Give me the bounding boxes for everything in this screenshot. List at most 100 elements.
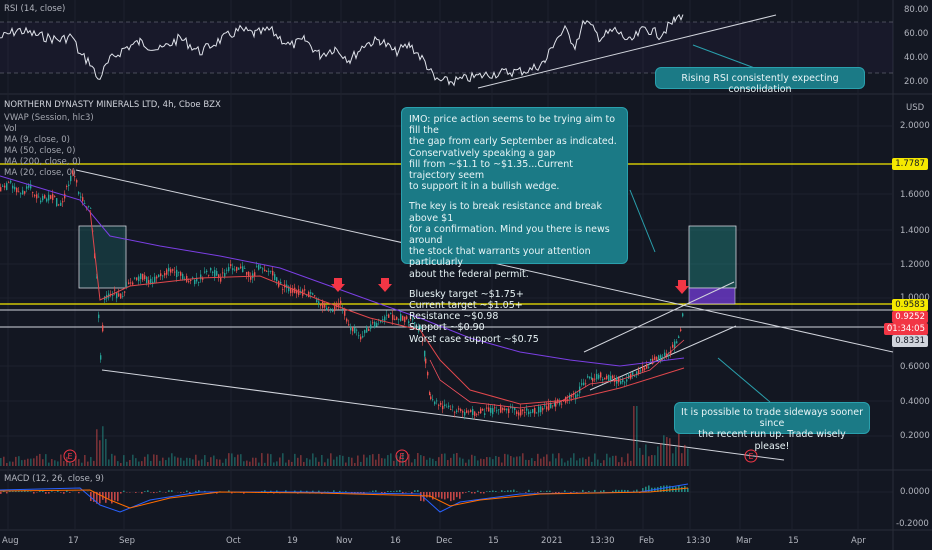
macd-histogram-bar [492,490,494,492]
candle-body [668,355,670,357]
callout-sideways[interactable]: It is possible to trade sideways sooner … [674,402,870,452]
candle-body [214,269,216,277]
volume-bar [6,462,8,466]
candle-body [112,294,114,296]
candle-body [74,175,76,177]
macd-histogram-bar [51,491,53,492]
macd-histogram-bar [12,491,14,492]
volume-bar [618,462,620,466]
macd-histogram-bar [150,492,152,493]
indicator-ma50[interactable]: MA (50, close, 0) [4,146,76,156]
candle-body [427,372,429,376]
macd-histogram-bar [600,490,602,492]
candle-body [176,269,178,278]
candle-body [672,344,674,348]
volume-bar [102,426,104,466]
macd-histogram-bar [432,492,434,500]
callout-analysis-line: to support it in a bullish wedge. [409,181,560,193]
candle-body [84,203,86,204]
volume-bar [687,448,689,466]
volume-bar [0,457,2,466]
volume-bar [261,453,263,466]
candle-body [216,271,218,276]
candle-body [587,376,589,378]
macd-histogram-bar [528,489,530,492]
indicator-ma200[interactable]: MA (200, close, 0) [4,157,81,167]
candle-body [240,266,242,269]
volume-bar [423,456,425,466]
candle-body [124,291,126,293]
rsi-band [0,22,893,73]
candle-body [116,292,118,299]
macd-histogram-bar [156,492,158,493]
candle-body [226,269,228,271]
volume-bar [267,453,269,466]
macd-histogram-bar [501,490,503,492]
candle-body [624,382,626,384]
volume-bar [522,453,524,466]
volume-bar [648,456,650,466]
indicator-ma9[interactable]: MA (9, close, 0) [4,135,70,145]
volume-bar [576,460,578,466]
volume-bar [453,453,455,466]
candle-body [678,336,680,339]
candle-body [158,274,160,277]
candle-body [50,195,52,199]
candle-body [486,407,488,409]
callout-rsi[interactable]: Rising RSI consistently expecting consol… [655,67,865,95]
macd-histogram-bar [198,490,200,492]
volume-bar [138,461,140,466]
candle-body [366,326,368,333]
volume-bar [333,459,335,466]
time-tick: 2021 [541,536,563,546]
macd-histogram-bar [276,490,278,492]
volume-bar [642,454,644,466]
candle-body [452,406,454,408]
candle-body [34,195,36,197]
callout-analysis-line: the stock that warrants your attention p… [409,246,591,269]
volume-bar [96,429,98,466]
candle-body [126,285,128,287]
candle-body [563,400,565,402]
volume-bar [18,456,20,466]
volume-bar [624,462,626,466]
macd-histogram-bar [462,492,464,494]
volume-bar [516,456,518,466]
candle-body [266,271,268,272]
volume-bar [408,454,410,466]
candle-body [22,190,24,195]
candle-body [98,314,100,319]
candle-body [384,316,386,321]
volume-bar [336,456,338,466]
volume-bar [330,453,332,466]
candle-body [30,184,32,189]
volume-bar [252,457,254,466]
macd-histogram-bar [69,492,71,493]
indicator-ma20[interactable]: MA (20, close, 0) [4,168,76,178]
macd-histogram-bar [21,491,23,492]
volume-bar [633,406,635,466]
volume-bar [558,453,560,466]
indicator-vwap[interactable]: VWAP (Session, hlc3) [4,113,94,123]
volume-bar [450,457,452,466]
volume-bar [627,453,629,466]
candle-body [534,408,536,414]
macd-histogram-bar [375,490,377,492]
candle-body [450,409,452,410]
candle-body [350,326,352,331]
candle-body [654,356,656,361]
macd-histogram-bar [96,492,98,504]
macd-histogram-bar [390,491,392,492]
candle-body [52,194,54,200]
volume-bar [384,458,386,466]
volume-bar [183,460,185,466]
candle-body [324,304,326,308]
callout-analysis[interactable]: IMO: price action seems to be trying aim… [401,107,628,345]
indicator-vol[interactable]: Vol [4,124,17,134]
macd-histogram-bar [66,490,68,492]
volume-bar [357,455,359,466]
candle-body [118,293,120,297]
macd-histogram-bar [228,490,230,492]
callout-analysis-line: Support ~$0.90 [409,322,485,334]
